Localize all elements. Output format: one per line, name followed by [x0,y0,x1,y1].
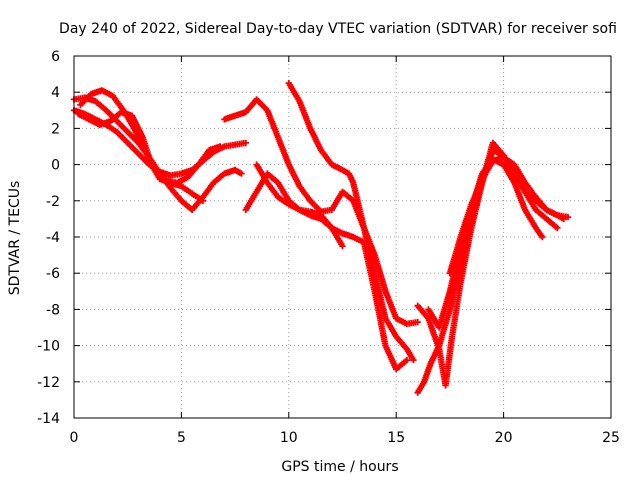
y-axis-label: SDTVAR / TECUs [7,181,23,296]
y-tick-label: 2 [51,121,60,137]
data-points [70,79,572,396]
y-tick-label: 6 [51,49,60,65]
x-tick-label: 25 [602,430,620,446]
series-markers [70,107,249,179]
series-markers [414,146,567,396]
x-tick-label: 20 [495,430,513,446]
x-axis-label: GPS time / hours [281,459,398,475]
y-tick-label: -14 [37,411,60,427]
series-markers [414,139,561,389]
y-tick-label: -10 [37,339,60,355]
x-tick-label: 0 [70,430,79,446]
y-tick-label: 4 [51,85,60,101]
series-track-12 [446,154,572,277]
y-tick-label: -4 [46,230,60,246]
x-tick-label: 15 [387,430,405,446]
x-tick-label: 5 [177,430,186,446]
series-track-10 [414,139,561,389]
series-track-8 [285,79,421,328]
series-markers [75,108,207,204]
grid-lines [74,56,611,418]
series-track-2 [70,107,249,179]
series-track-9 [414,146,567,396]
axis-ticks [73,55,612,419]
series-track-5 [221,96,417,364]
series-markers [221,96,417,364]
y-tick-label: -8 [46,302,60,318]
y-tick-label: 0 [51,158,60,174]
series-markers [446,154,572,277]
y-tick-label: -12 [37,375,60,391]
series-track-4 [75,108,207,204]
series-markers [285,79,421,328]
series-track-7 [253,161,346,250]
chart-title: Day 240 of 2022, Sidereal Day-to-day VTE… [59,21,617,37]
tick-labels: 0 5 10 15 20 25 -14 -12 -10 -8 -6 -4 -2 0 2 4 6 [37,49,620,446]
series-markers [70,94,245,214]
series-track-1 [70,94,245,214]
series-markers [253,161,346,250]
x-tick-label: 10 [280,430,298,446]
y-tick-label: -2 [46,194,60,210]
y-tick-label: -6 [46,266,60,282]
